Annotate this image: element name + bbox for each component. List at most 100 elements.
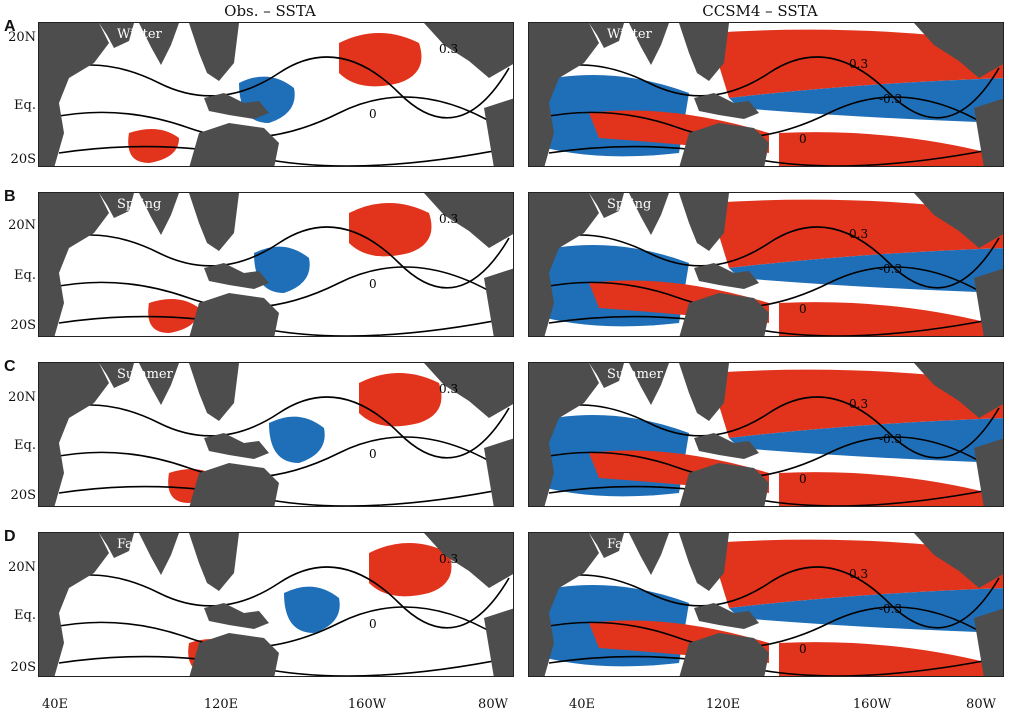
lat-label-20s: 20S <box>10 488 36 503</box>
contour-label: 0 <box>799 642 807 656</box>
column-title-ccsm4: CCSM4 – SSTA <box>702 2 818 20</box>
southeast-asia-land <box>679 363 729 421</box>
contour-label: -0.3 <box>879 432 902 446</box>
india-land <box>629 533 669 575</box>
season-label: Winter <box>117 27 162 42</box>
maritime-continent-land <box>204 263 269 289</box>
map-svg: 00.3 <box>39 363 513 506</box>
map-panel-obs-fall: 0 0.3 Fall <box>38 532 514 677</box>
positive-anomaly-region <box>349 203 432 257</box>
lon-label-160w: 160W <box>852 697 892 712</box>
maritime-continent-land <box>694 603 759 629</box>
south-america-land <box>484 268 513 336</box>
negative-anomaly-region <box>269 416 325 463</box>
lon-label-160w: 160W <box>347 697 387 712</box>
season-label: Winter <box>607 27 652 42</box>
contour-line <box>48 566 510 629</box>
contour-line <box>48 396 510 459</box>
maritime-continent-land <box>204 603 269 629</box>
south-america-land <box>974 268 1003 336</box>
contour-label: 0 <box>369 617 377 631</box>
lat-label-eq: Eq. <box>14 98 36 113</box>
india-land <box>629 363 669 405</box>
contour-label: 0.3 <box>439 42 458 56</box>
africa-land <box>529 193 599 336</box>
contour-label: 0.3 <box>439 382 458 396</box>
lon-label-80w: 80W <box>966 697 996 712</box>
contour-label: 0 <box>369 107 377 121</box>
contour-line <box>58 315 510 336</box>
contour-line <box>538 566 1000 629</box>
southeast-asia-land <box>679 23 729 81</box>
australia-land <box>679 633 769 676</box>
africa-land <box>529 363 599 506</box>
map-svg: 00.3 <box>39 193 513 336</box>
positive-anomaly-region <box>148 299 199 333</box>
india-land <box>139 23 179 65</box>
india-land <box>139 363 179 405</box>
australia-land <box>189 463 279 506</box>
africa-land <box>39 363 109 506</box>
south-america-land <box>484 438 513 506</box>
map-content: 00.3 <box>39 193 513 336</box>
map-panel-obs-summer: 0 0.3 Summer <box>38 362 514 507</box>
india-land <box>629 23 669 65</box>
contour-label: 0.3 <box>849 57 868 71</box>
map-svg: 0.3 -0.3 0 <box>529 533 1003 676</box>
contour-label: 0.3 <box>849 227 868 241</box>
southeast-asia-land <box>189 23 239 81</box>
map-content: 00.3 <box>39 23 513 166</box>
contour-label: 0.3 <box>849 567 868 581</box>
maritime-continent-land <box>204 433 269 459</box>
maritime-continent-land <box>694 433 759 459</box>
contour-label: 0 <box>799 132 807 146</box>
contour-label: 0.3 <box>439 552 458 566</box>
season-label: Spring <box>117 197 162 212</box>
contour-line <box>48 56 510 119</box>
africa-land <box>529 533 599 676</box>
map-panel-ccsm4-winter: 0.3 -0.3 0 Winter <box>528 22 1004 167</box>
contour-label: 0.3 <box>849 397 868 411</box>
south-america-land <box>974 438 1003 506</box>
india-land <box>139 533 179 575</box>
arabia-land <box>99 193 134 218</box>
arabia-land <box>99 23 134 48</box>
north-america-land <box>914 193 1003 248</box>
lat-label-eq: Eq. <box>14 608 36 623</box>
north-america-land <box>914 23 1003 78</box>
row-letter-d: D <box>4 528 16 545</box>
map-panel-ccsm4-summer: 0.3 -0.3 0 Summer <box>528 362 1004 507</box>
positive-anomaly-region <box>359 373 442 427</box>
south-america-land <box>484 608 513 676</box>
map-panel-ccsm4-fall: 0.3 -0.3 0 Fall <box>528 532 1004 677</box>
north-america-land <box>914 363 1003 418</box>
map-content: 0.3 -0.3 0 <box>529 533 1003 676</box>
north-america-land <box>424 533 513 588</box>
australia-land <box>189 123 279 166</box>
lon-label-40e: 40E <box>41 697 69 712</box>
lat-label-eq: Eq. <box>14 268 36 283</box>
season-label: Fall <box>117 537 142 552</box>
contour-line <box>58 485 510 506</box>
india-land <box>629 193 669 235</box>
column-title-obs: Obs. – SSTA <box>224 2 316 20</box>
arabia-land <box>99 363 134 388</box>
southeast-asia-land <box>189 363 239 421</box>
map-content: 0.3 -0.3 0 <box>529 363 1003 506</box>
north-america-land <box>914 533 1003 588</box>
contour-line <box>48 226 510 289</box>
south-america-land <box>974 98 1003 166</box>
lon-label-80w: 80W <box>478 697 508 712</box>
contour-line <box>58 655 510 676</box>
map-svg: 00.3 <box>39 533 513 676</box>
contour-label: -0.3 <box>879 602 902 616</box>
positive-anomaly-region <box>369 543 452 597</box>
lat-label-eq: Eq. <box>14 438 36 453</box>
contour-line <box>58 145 510 166</box>
southeast-asia-land <box>679 193 729 251</box>
contour-line <box>538 396 1000 459</box>
lat-label-20s: 20S <box>10 152 36 167</box>
negative-anomaly-region <box>254 246 310 293</box>
arabia-land <box>589 533 624 558</box>
africa-land <box>39 193 109 336</box>
